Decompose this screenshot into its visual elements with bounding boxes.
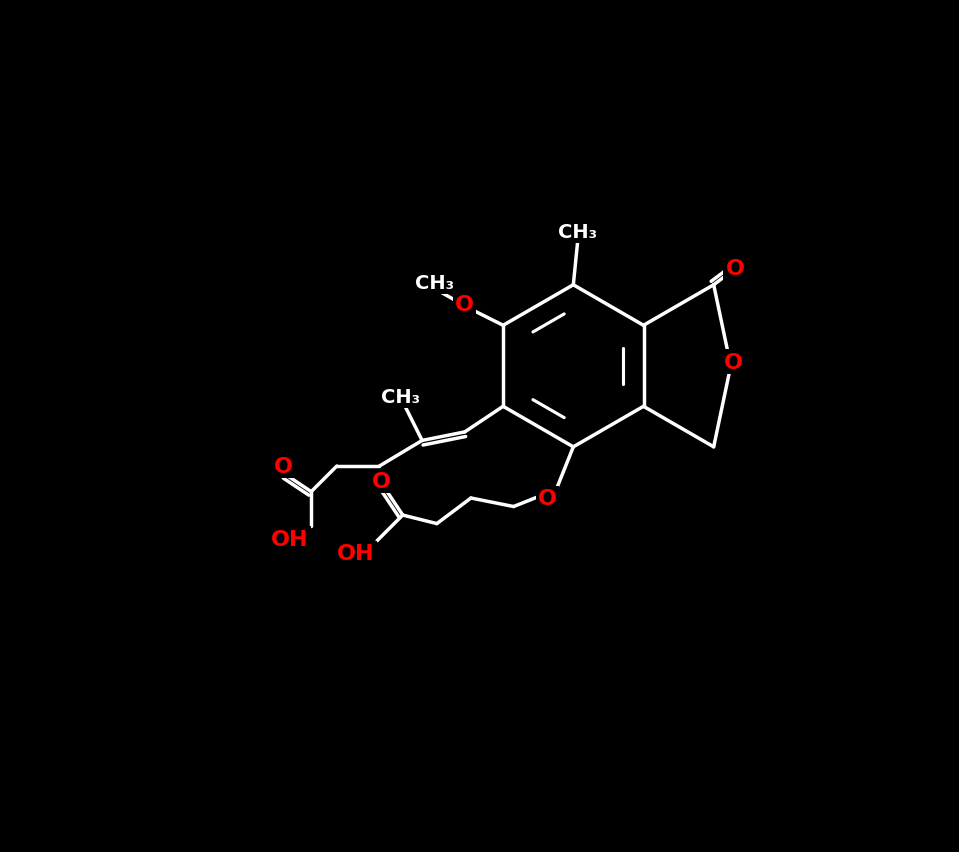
Text: CH₃: CH₃ bbox=[415, 273, 455, 293]
Text: OH: OH bbox=[337, 544, 375, 564]
Text: CH₃: CH₃ bbox=[558, 223, 597, 242]
Text: O: O bbox=[538, 488, 557, 509]
Text: O: O bbox=[273, 457, 292, 476]
Text: O: O bbox=[724, 352, 743, 372]
Text: CH₃: CH₃ bbox=[382, 387, 420, 406]
Text: OH: OH bbox=[271, 529, 309, 549]
Text: O: O bbox=[372, 471, 391, 492]
Text: O: O bbox=[726, 258, 744, 279]
Text: O: O bbox=[456, 295, 475, 314]
